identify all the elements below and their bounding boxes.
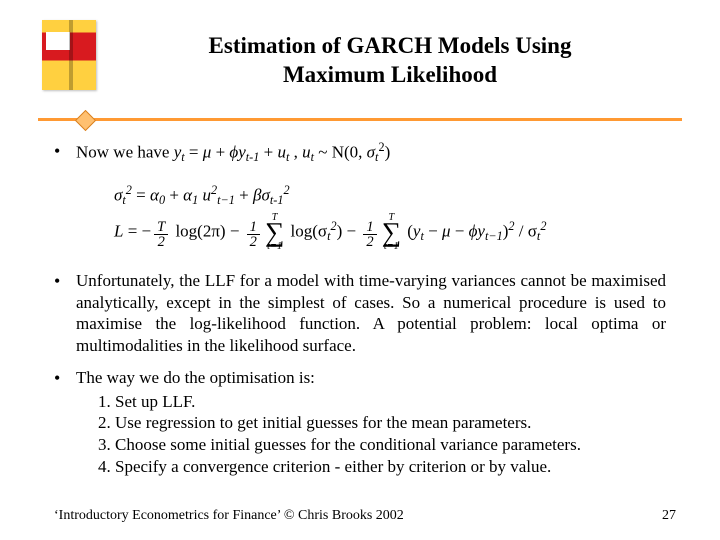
L-sq3: 2 bbox=[540, 218, 546, 232]
L-op: ( bbox=[403, 221, 413, 240]
L-y2: y bbox=[477, 221, 485, 240]
bullet-2: Unfortunately, the LLF for a model with … bbox=[54, 270, 666, 357]
s-p1: + bbox=[165, 186, 183, 205]
steps-list: 1. Set up LLF. 2. Use regression to get … bbox=[76, 391, 666, 478]
eq-phi: ϕ bbox=[229, 143, 238, 162]
s-eq: = bbox=[132, 186, 150, 205]
step-1: 1. Set up LLF. bbox=[76, 391, 666, 413]
L-2a: 2 bbox=[154, 235, 168, 249]
slide-title: Estimation of GARCH Models Using Maximum… bbox=[120, 32, 660, 90]
likelihood-equation: L = −T2 log(2π) − 12T∑t=1 log(σt2) − 12T… bbox=[114, 213, 666, 252]
eq-close: ) bbox=[385, 143, 391, 162]
L-frac1: T2 bbox=[154, 220, 168, 250]
s-tm1: t−1 bbox=[217, 193, 235, 207]
eq-u2: u bbox=[302, 143, 311, 162]
slide: Estimation of GARCH Models Using Maximum… bbox=[0, 0, 720, 540]
s-tm1b: t-1 bbox=[270, 193, 284, 207]
step-2: 2. Use regression to get initial guesses… bbox=[76, 412, 666, 434]
eq-dist: ~ N(0, bbox=[314, 143, 367, 162]
s-u: u bbox=[202, 186, 211, 205]
eq-tm1: t-1 bbox=[246, 150, 260, 164]
L-sum1: T∑t=1 bbox=[265, 213, 284, 252]
s-p2: + bbox=[235, 186, 253, 205]
L-1b: 1 bbox=[363, 220, 376, 235]
L-log2pi: log(2π) − bbox=[171, 221, 243, 240]
L-sum2: T∑t=1 bbox=[382, 213, 401, 252]
L-cl1: ) − bbox=[337, 221, 361, 240]
bullet3-lead: The way we do the optimisation is: bbox=[76, 368, 315, 387]
eq-eq: = bbox=[185, 143, 203, 162]
eq-y2: y bbox=[238, 143, 246, 162]
equation-block: σt2 = α0 + α1 u2t−1 + βσt-12 L = −T2 log… bbox=[114, 178, 666, 252]
L-frac3: 12 bbox=[363, 220, 376, 250]
L-T1: T bbox=[154, 220, 168, 235]
L-frac2: 12 bbox=[247, 220, 260, 250]
L-m2: − bbox=[450, 221, 468, 240]
eq-u: u bbox=[277, 143, 286, 162]
s-a1: α bbox=[183, 186, 192, 205]
eq-plus2: + bbox=[259, 143, 277, 162]
horizontal-rule bbox=[38, 118, 682, 121]
slide-body: Now we have yt = μ + ϕyt-1 + ut , ut ~ N… bbox=[54, 140, 666, 488]
s-a0: α bbox=[150, 186, 159, 205]
eq-sigma: σ bbox=[367, 143, 375, 162]
bullet2-text: Unfortunately, the LLF for a model with … bbox=[76, 271, 666, 355]
L-2b: 2 bbox=[247, 235, 260, 249]
bullet-1: Now we have yt = μ + ϕyt-1 + ut , ut ~ N… bbox=[54, 140, 666, 166]
s-sq3: 2 bbox=[283, 183, 289, 197]
L-low2: t=1 bbox=[382, 242, 401, 252]
book-cover-image bbox=[42, 20, 96, 90]
L-2c: 2 bbox=[363, 235, 376, 249]
L-sl: / σ bbox=[515, 221, 537, 240]
L-1a: 1 bbox=[247, 220, 260, 235]
bullet1-prefix: Now we have bbox=[76, 143, 174, 162]
eq-plus1: + bbox=[211, 143, 229, 162]
bullet-3: The way we do the optimisation is: 1. Se… bbox=[54, 367, 666, 478]
step-3: 3. Choose some initial guesses for the c… bbox=[76, 434, 666, 456]
L-logsig: log(σ bbox=[286, 221, 327, 240]
s-sig2: σ bbox=[261, 186, 269, 205]
title-line-1: Estimation of GARCH Models Using bbox=[209, 33, 572, 58]
sigma-equation: σt2 = α0 + α1 u2t−1 + βσt-12 bbox=[114, 178, 666, 213]
eq-comma: , bbox=[289, 143, 302, 162]
L-m1: − bbox=[424, 221, 442, 240]
footer-left: ‘Introductory Econometrics for Finance’ … bbox=[54, 508, 404, 524]
footer: ‘Introductory Econometrics for Finance’ … bbox=[54, 508, 676, 524]
L-tm1: t−1 bbox=[485, 229, 503, 243]
L-low1: t=1 bbox=[265, 242, 284, 252]
page-number: 27 bbox=[662, 508, 676, 524]
title-line-2: Maximum Likelihood bbox=[283, 62, 497, 87]
step-4: 4. Specify a convergence criterion - eit… bbox=[76, 456, 666, 478]
L-eq: = − bbox=[123, 221, 151, 240]
